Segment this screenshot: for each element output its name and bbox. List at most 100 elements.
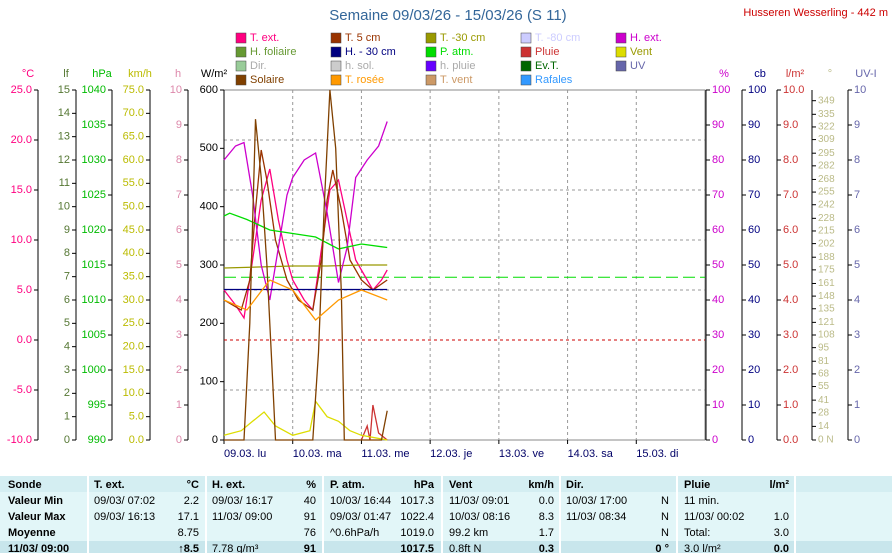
- y-tick-label: 8: [176, 154, 182, 166]
- legend-swatch: [425, 74, 437, 86]
- y-tick-label: 6: [64, 294, 70, 306]
- series-line: [224, 89, 388, 441]
- table-unit: %: [306, 479, 316, 491]
- cell-text: Total:: [684, 527, 710, 539]
- y-tick-label: 7: [64, 271, 70, 283]
- y-tick-label: 1: [64, 411, 70, 423]
- cell-text: 09/03/ 07:02: [94, 495, 155, 507]
- y-tick-label: 1030: [82, 154, 106, 166]
- cell-text: 11/03/ 09:01: [449, 495, 509, 507]
- legend-label: H. foliaire: [250, 46, 296, 58]
- table-header: Sonde: [8, 479, 42, 491]
- y-tick-label: 1000: [82, 364, 106, 376]
- axis-unit: °: [828, 68, 832, 80]
- legend-swatch: [330, 46, 342, 58]
- y-tick-label: 60: [712, 224, 724, 236]
- table-unit: °C: [187, 479, 199, 491]
- legend-swatch: [330, 74, 342, 86]
- cell-value: 0.0: [774, 543, 789, 553]
- legend-swatch: [520, 46, 532, 58]
- y-tick-label: 80: [748, 154, 760, 166]
- y-tick-label: 9: [176, 119, 182, 131]
- y-tick-label: 6: [854, 224, 860, 236]
- cell-text: 09/03/ 16:13: [94, 511, 155, 523]
- y-tick-label: 65.0: [123, 131, 144, 143]
- legend-label: T. -80 cm: [535, 32, 580, 44]
- series-line: [223, 264, 388, 269]
- axis-unit: lf: [63, 68, 69, 80]
- y-tick-label: 30: [712, 329, 724, 341]
- y-tick-label: 400: [200, 201, 218, 213]
- y-tick-label: 500: [200, 142, 218, 154]
- cell-text: 10/03/ 17:00: [566, 495, 627, 507]
- x-tick-label: 13.03. ve: [499, 448, 544, 460]
- cell-text: 09/03/ 01:47: [330, 511, 391, 523]
- cell-value: 91: [304, 543, 316, 553]
- cell-value: 40: [304, 495, 316, 507]
- y-tick-label: 135: [818, 303, 835, 314]
- y-tick-label: 0.0: [17, 334, 32, 346]
- y-tick-label: 1: [176, 399, 182, 411]
- y-tick-label: 10: [854, 84, 866, 96]
- x-tick-label: 09.03. lu: [224, 448, 266, 460]
- y-tick-label: 1015: [82, 259, 106, 271]
- table-unit: l/m²: [769, 479, 789, 491]
- y-tick-label: 5.0: [783, 259, 798, 271]
- y-tick-label: 9: [854, 119, 860, 131]
- cell-value: 1.0: [774, 511, 789, 523]
- y-tick-label: 10.0: [783, 84, 804, 96]
- y-tick-label: 2: [64, 387, 70, 399]
- y-tick-label: 161: [818, 278, 835, 289]
- legend-label: H. - 30 cm: [345, 46, 396, 58]
- y-tick-label: 4: [64, 341, 70, 353]
- y-tick-label: 349: [818, 95, 835, 106]
- series-line: [223, 399, 388, 441]
- y-tick-label: 4: [854, 294, 860, 306]
- y-tick-label: 9: [64, 224, 70, 236]
- table-header: Dir.: [566, 479, 584, 491]
- legend-swatch: [235, 74, 247, 86]
- cell-value: 1017.3: [400, 495, 434, 507]
- table-header: H. ext.: [212, 479, 245, 491]
- y-tick-label: 30.0: [123, 294, 144, 306]
- y-tick-label: 8.0: [783, 154, 798, 166]
- y-tick-label: 268: [818, 174, 835, 185]
- y-tick-label: -5.0: [13, 384, 32, 396]
- y-tick-label: 100: [712, 84, 730, 96]
- legend-label: T. rosée: [345, 74, 384, 86]
- legend-label: h. sol.: [345, 60, 374, 72]
- y-tick-label: 55: [818, 381, 830, 392]
- table-header: T. ext.: [94, 479, 125, 491]
- axis-unit: h: [175, 68, 181, 80]
- y-tick-label: 200: [200, 317, 218, 329]
- y-tick-label: 0: [212, 434, 218, 446]
- y-tick-label: 60: [748, 224, 760, 236]
- series-line: [223, 168, 388, 320]
- table-header: P. atm.: [330, 479, 365, 491]
- axis-unit: hPa: [92, 68, 112, 80]
- legend-swatch: [520, 32, 532, 44]
- legend-label: T. -30 cm: [440, 32, 485, 44]
- y-tick-label: 20.0: [11, 134, 32, 146]
- legend-label: Dir.: [250, 60, 267, 72]
- cell-text: 99.2 km: [449, 527, 488, 539]
- y-tick-label: 1.0: [783, 399, 798, 411]
- y-tick-label: 215: [818, 226, 835, 237]
- y-tick-label: 2.0: [783, 364, 798, 376]
- cell-value: 17.1: [178, 511, 199, 523]
- legend-label: h. pluie: [440, 60, 475, 72]
- y-tick-label: 50: [748, 259, 760, 271]
- y-tick-label: 100: [748, 84, 766, 96]
- y-tick-label: 60.0: [123, 154, 144, 166]
- y-tick-label: 40: [748, 294, 760, 306]
- y-tick-label: 0: [64, 434, 70, 446]
- legend-label: T. ext.: [250, 32, 279, 44]
- y-tick-label: 1025: [82, 189, 106, 201]
- y-tick-label: 15: [58, 84, 70, 96]
- y-tick-label: 0: [854, 434, 860, 446]
- y-tick-label: 13: [58, 131, 70, 143]
- y-tick-label: 25.0: [123, 317, 144, 329]
- y-tick-label: 41: [818, 395, 830, 406]
- y-tick-label: -10.0: [7, 434, 32, 446]
